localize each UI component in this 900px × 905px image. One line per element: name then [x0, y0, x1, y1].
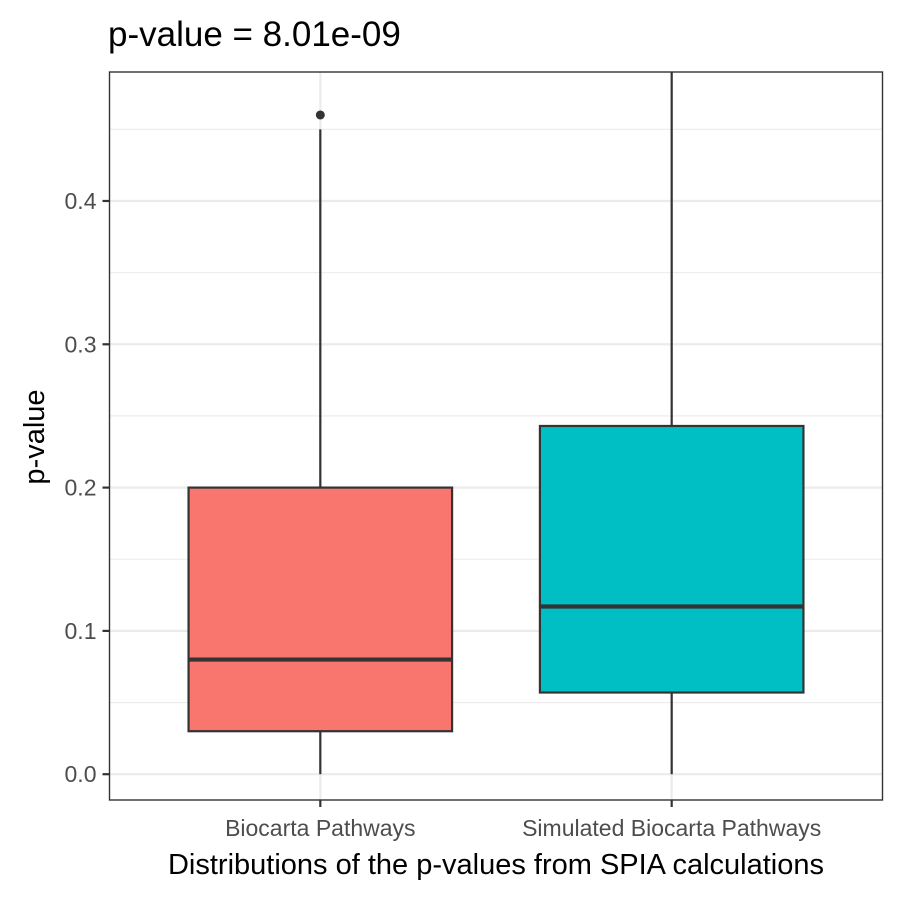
x-tick-label: Biocarta Pathways [225, 815, 415, 841]
y-tick-label: 0.3 [65, 331, 97, 357]
y-tick-label: 0.1 [65, 618, 97, 644]
boxes-layer [187, 72, 805, 775]
axes-layer: 0.0 0.1 0.2 0.3 0.4 Biocarta Pathways Simulate… [65, 188, 822, 841]
x-axis-title: Distributions of the p-values from SPIA … [168, 849, 824, 881]
y-tick-label: 0.4 [65, 188, 97, 214]
box-body [187, 486, 454, 733]
y-axis-title: p-value [19, 389, 51, 484]
y-tick-label: 0.0 [65, 761, 97, 787]
box-group [538, 72, 805, 775]
chart-title: p-value = 8.01e-09 [108, 15, 401, 54]
panel-border [108, 71, 884, 801]
y-tick-label: 0.2 [65, 475, 97, 501]
x-tick-label: Simulated Biocarta Pathways [522, 815, 821, 841]
outlier-point [315, 110, 325, 120]
box-body [538, 424, 805, 694]
box-group [187, 110, 454, 775]
